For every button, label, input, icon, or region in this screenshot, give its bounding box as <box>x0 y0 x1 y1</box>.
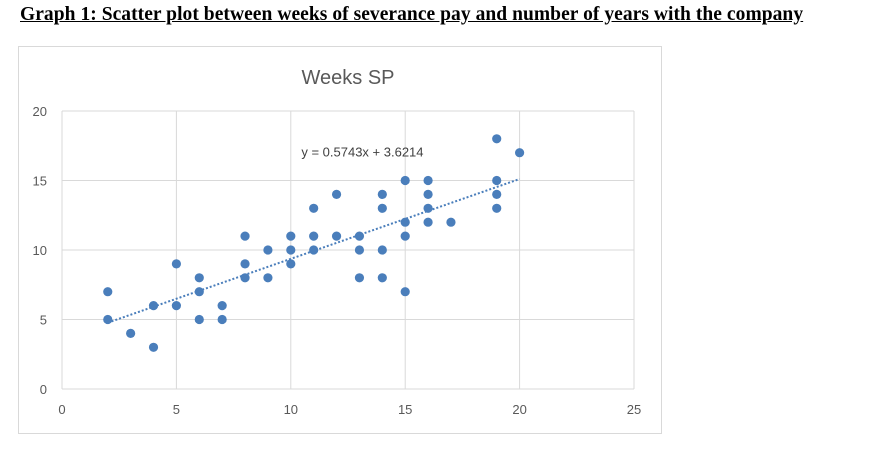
chart-title: Weeks SP <box>302 67 395 89</box>
data-point <box>492 134 502 144</box>
data-point <box>148 342 159 352</box>
x-tick-label: 0 <box>58 402 65 417</box>
data-point <box>423 217 433 227</box>
y-tick-label: 0 <box>40 382 47 397</box>
x-tick-label: 20 <box>512 402 526 417</box>
data-point <box>377 273 387 283</box>
trendline <box>107 178 520 324</box>
data-point <box>400 175 410 186</box>
data-point <box>126 328 136 338</box>
data-point <box>331 189 342 199</box>
data-point <box>171 259 181 269</box>
data-point <box>354 231 365 241</box>
scatter-chart: Weeks SP 0 5 10 15 20 25 0 5 10 15 20 y = 0.5743x … <box>33 67 642 417</box>
data-point <box>103 314 113 325</box>
data-point <box>286 231 296 241</box>
data-point <box>103 287 113 297</box>
data-points <box>103 134 525 352</box>
data-point <box>377 189 387 199</box>
x-tick-label: 10 <box>284 402 298 417</box>
data-point <box>354 273 365 283</box>
data-point <box>194 314 204 325</box>
data-point <box>400 231 410 241</box>
x-tick-label: 5 <box>173 402 180 417</box>
data-point <box>423 175 433 186</box>
data-point <box>309 203 319 213</box>
trendline-group <box>107 178 520 324</box>
data-point <box>377 245 387 255</box>
data-point <box>400 217 410 227</box>
gridlines <box>61 110 635 390</box>
data-point <box>194 287 204 297</box>
data-point <box>217 301 227 311</box>
data-point <box>263 245 273 255</box>
data-point <box>515 148 525 158</box>
data-point <box>423 189 433 199</box>
y-tick-label: 5 <box>40 313 47 328</box>
data-point <box>240 259 250 269</box>
data-point <box>309 245 319 255</box>
data-point <box>492 175 502 186</box>
trendline-equation: y = 0.5743x + 3.6214 <box>301 144 423 159</box>
data-point <box>492 203 502 213</box>
y-tick-label: 15 <box>33 174 47 189</box>
data-point <box>331 231 342 241</box>
data-point <box>263 273 273 283</box>
x-tick-label: 15 <box>398 402 412 417</box>
data-point <box>171 301 181 311</box>
data-point <box>240 273 250 283</box>
x-tick-label: 25 <box>627 402 641 417</box>
data-point <box>354 245 365 255</box>
tick-labels: 0 5 10 15 20 25 0 5 10 15 20 <box>33 104 642 417</box>
data-point <box>423 203 433 213</box>
data-point <box>217 314 227 325</box>
chart-frame: Weeks SP 0 5 10 15 20 25 0 5 10 15 20 y = 0.5743x … <box>18 46 662 434</box>
data-point <box>286 245 296 255</box>
y-tick-label: 20 <box>33 104 47 119</box>
data-point <box>377 203 387 213</box>
data-point <box>309 231 319 241</box>
data-point <box>286 259 296 269</box>
data-point <box>492 189 502 199</box>
document-heading: Graph 1: Scatter plot between weeks of s… <box>20 4 804 25</box>
y-tick-label: 10 <box>33 243 47 258</box>
data-point <box>240 231 250 241</box>
data-point <box>148 301 159 311</box>
data-point <box>194 273 204 283</box>
data-point <box>400 287 410 297</box>
data-point <box>446 217 456 227</box>
